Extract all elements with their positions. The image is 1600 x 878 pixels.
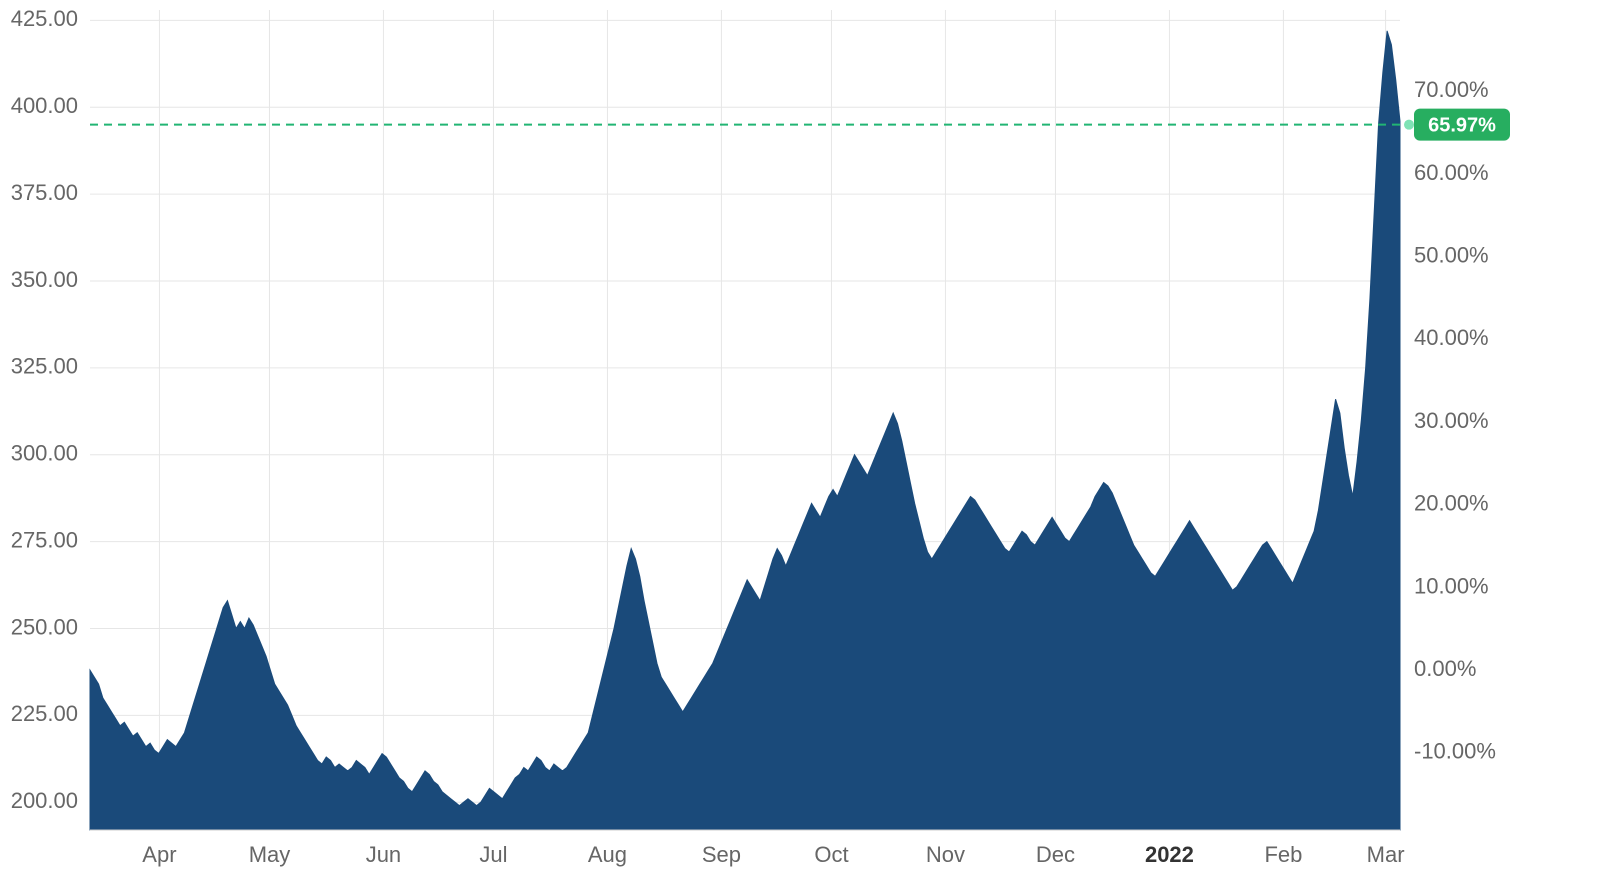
y-left-tick-label: 200.00 — [11, 788, 78, 813]
y-right-tick-label: 10.00% — [1414, 573, 1489, 598]
x-tick-label: Oct — [814, 842, 848, 867]
reference-badge-label: 65.97% — [1428, 115, 1496, 137]
y-left-tick-label: 425.00 — [11, 6, 78, 31]
x-tick-label: Mar — [1367, 842, 1405, 867]
x-tick-label: May — [249, 842, 291, 867]
x-tick-label: Apr — [142, 842, 176, 867]
y-right-tick-label: 50.00% — [1414, 243, 1489, 268]
y-right-tick-label: 30.00% — [1414, 408, 1489, 433]
chart-svg: 200.00 225.00 250.00 275.00 300.00 325.00 350.… — [0, 0, 1600, 878]
y-left-tick-label: 250.00 — [11, 614, 78, 639]
x-tick-label: Jul — [479, 842, 507, 867]
x-tick-label: 2022 — [1145, 842, 1194, 867]
y-left-tick-label: 350.00 — [11, 267, 78, 292]
y-right-tick-label: 60.00% — [1414, 160, 1489, 185]
reference-dot-icon — [1404, 120, 1414, 130]
y-right-tick-label: 40.00% — [1414, 325, 1489, 350]
y-right-tick-label: 70.00% — [1414, 77, 1489, 102]
y-right-tick-label: 20.00% — [1414, 491, 1489, 516]
x-tick-label: Jun — [366, 842, 401, 867]
x-tick-label: Dec — [1036, 842, 1075, 867]
x-tick-label: Aug — [588, 842, 627, 867]
area-series — [90, 31, 1400, 830]
y-left-tick-label: 300.00 — [11, 441, 78, 466]
y-right-tick-label: 0.00% — [1414, 656, 1476, 681]
y-left-tick-label: 375.00 — [11, 180, 78, 205]
y-right-tick-label: -10.00% — [1414, 739, 1496, 764]
price-area-chart[interactable]: 200.00 225.00 250.00 275.00 300.00 325.00 350.… — [0, 0, 1600, 878]
y-left-tick-label: 400.00 — [11, 93, 78, 118]
x-tick-label: Feb — [1264, 842, 1302, 867]
y-left-tick-label: 225.00 — [11, 701, 78, 726]
y-left-tick-label: 275.00 — [11, 527, 78, 552]
y-left-tick-label: 325.00 — [11, 354, 78, 379]
x-tick-label: Nov — [926, 842, 965, 867]
x-tick-label: Sep — [702, 842, 741, 867]
